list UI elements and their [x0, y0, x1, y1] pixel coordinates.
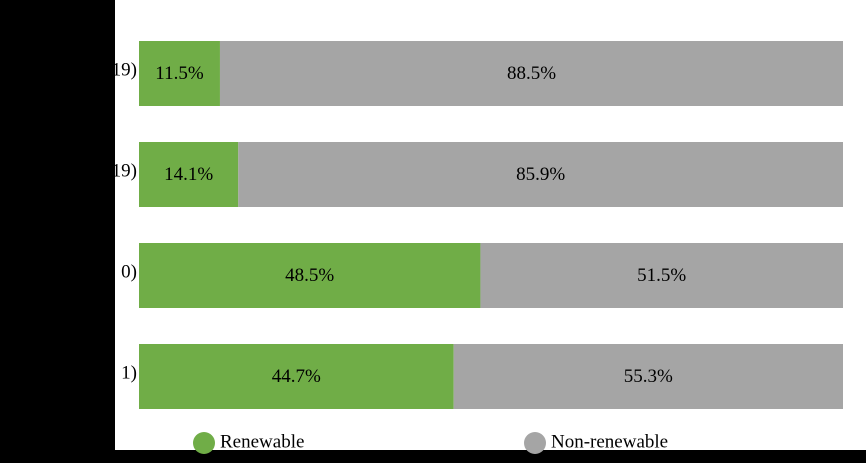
bar-segment	[219, 41, 843, 106]
y-tick-label: 19)	[112, 160, 137, 181]
data-label: 11.5%	[155, 63, 204, 84]
bottom-mask	[0, 450, 866, 463]
y-tick-label: 1)	[121, 362, 137, 383]
y-tick-label: 19)	[112, 59, 137, 80]
data-label: 48.5%	[285, 265, 334, 286]
bar-segment	[238, 142, 843, 207]
data-label: 85.9%	[516, 164, 565, 185]
bar-segment	[139, 41, 220, 106]
bar-segment	[139, 142, 239, 207]
data-label: 55.3%	[624, 366, 673, 387]
data-label: 14.1%	[164, 164, 213, 185]
legend-marker	[193, 432, 215, 454]
data-label: 88.5%	[507, 63, 556, 84]
legend-label: Renewable	[220, 431, 304, 452]
y-tick-label: 0)	[121, 261, 137, 282]
legend-label: Non-renewable	[551, 431, 668, 452]
legend-marker	[524, 432, 546, 454]
bar-segment	[453, 344, 843, 409]
left-mask	[0, 0, 115, 463]
data-label: 51.5%	[637, 265, 686, 286]
bar-segment	[480, 243, 843, 308]
data-label: 44.7%	[272, 366, 321, 387]
bar-segment	[139, 344, 454, 409]
bar-segment	[139, 243, 481, 308]
